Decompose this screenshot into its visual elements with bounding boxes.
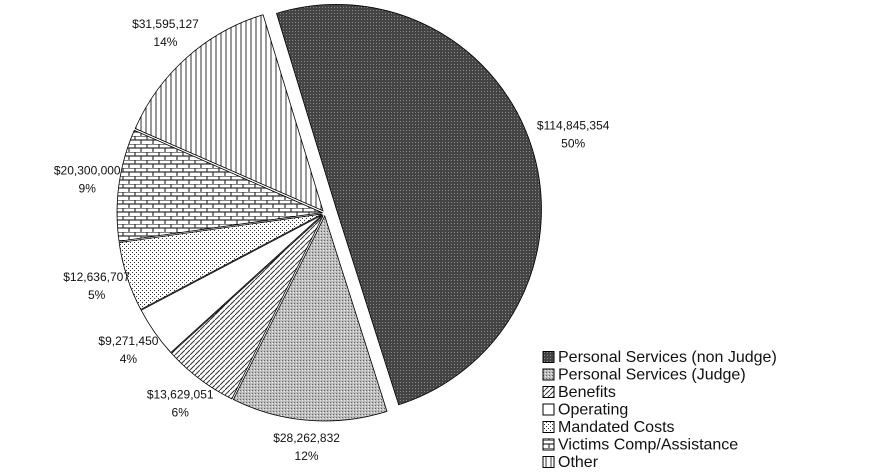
legend-label: Victims Comp/Assistance <box>558 437 738 454</box>
pie-slice <box>232 214 388 422</box>
legend-swatch <box>542 368 555 381</box>
pie <box>116 4 542 422</box>
value-label: $9,271,450 <box>98 334 158 348</box>
percent-label: 6% <box>172 406 190 420</box>
legend-label: Mandated Costs <box>558 419 675 436</box>
pie-slice <box>276 4 542 406</box>
legend-label: Operating <box>558 402 628 419</box>
legend-swatch <box>542 421 555 433</box>
percent-label: 50% <box>561 137 585 151</box>
legend-label: Benefits <box>558 384 616 401</box>
legend-swatch <box>542 351 555 363</box>
legend-swatch <box>542 456 555 468</box>
legend-swatch <box>542 386 555 398</box>
legend-label: Personal Services (Judge) <box>558 367 746 384</box>
percent-label: 4% <box>120 352 138 366</box>
percent-label: 5% <box>88 288 106 302</box>
legend-swatch <box>542 403 555 416</box>
value-label: $13,629,051 <box>147 388 214 402</box>
legend-label: Personal Services (non Judge) <box>558 349 777 366</box>
pie-slice <box>170 215 324 400</box>
percent-label: 14% <box>153 35 177 49</box>
legend-label: Other <box>558 454 599 471</box>
pie-slice <box>118 213 323 310</box>
percent-label: 9% <box>79 182 97 196</box>
value-label: $12,636,707 <box>63 270 130 284</box>
legend-swatch <box>542 438 555 451</box>
value-label: $114,845,354 <box>537 119 610 133</box>
value-label: $31,595,127 <box>132 17 199 31</box>
pie-slice <box>140 214 323 354</box>
value-label: $28,262,832 <box>273 431 340 445</box>
pie-slice <box>134 14 324 212</box>
pie-slice <box>116 129 324 242</box>
percent-label: 12% <box>295 449 319 463</box>
value-label: $20,300,000 <box>54 164 121 178</box>
